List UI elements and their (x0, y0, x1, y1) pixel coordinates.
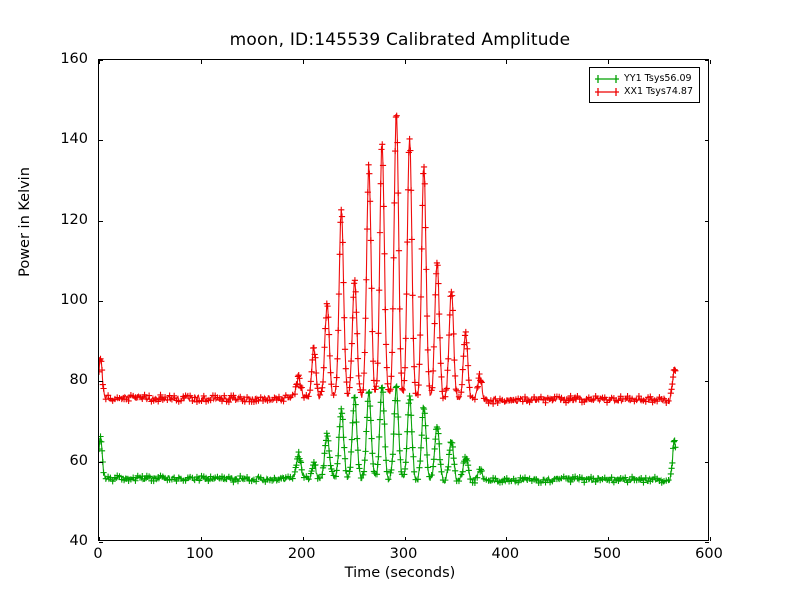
y-tick-120 (704, 220, 709, 222)
x-tick-label-0: 0 (93, 546, 103, 562)
x-tick-200 (302, 536, 304, 541)
x-tick-400 (506, 536, 508, 541)
y-tick-label-160: 160 (60, 51, 88, 67)
y-tick-label-40: 40 (69, 533, 88, 549)
y-tick-label-80: 80 (69, 372, 88, 389)
y-tick-label-60: 60 (69, 452, 88, 469)
trace-xx1 (99, 112, 679, 407)
x-tick-300 (404, 536, 406, 541)
y-tick-80 (98, 381, 103, 383)
x-tick-300 (404, 59, 406, 64)
x-tick-100 (200, 59, 202, 64)
legend-item-yy1[interactable]: YY1 Tsys56.09 (594, 72, 693, 85)
legend-label-xx1: XX1 Tsys74.87 (623, 85, 693, 97)
x-axis-title: Time (seconds) (344, 565, 456, 581)
y-tick-40 (98, 542, 103, 543)
x-tick-label-100: 100 (185, 546, 214, 562)
x-tick-0 (99, 59, 100, 64)
y-tick-label-120: 120 (60, 211, 88, 228)
y-tick-label-140: 140 (60, 131, 88, 148)
x-tick-200 (302, 59, 304, 64)
legend-label-yy1: YY1 Tsys56.09 (623, 72, 692, 84)
x-tick-100 (200, 536, 202, 541)
legend-item-xx1[interactable]: XX1 Tsys74.87 (594, 85, 693, 98)
y-tick-60 (98, 461, 103, 463)
y-tick-140 (704, 140, 709, 142)
y-tick-120 (98, 220, 103, 222)
x-tick-600 (710, 59, 711, 64)
trace-yy1 (99, 383, 679, 487)
x-tick-400 (506, 59, 508, 64)
x-tick-0 (99, 536, 100, 541)
y-tick-140 (98, 140, 103, 142)
legend-swatch-xx1 (594, 87, 619, 96)
x-tick-600 (710, 536, 711, 541)
y-tick-160 (704, 60, 709, 61)
legend-swatch-yy1 (594, 74, 619, 83)
x-tick-label-200: 200 (287, 546, 316, 562)
y-tick-80 (704, 381, 709, 383)
x-tick-label-500: 500 (593, 546, 621, 562)
x-tick-500 (608, 536, 610, 541)
data-traces (99, 112, 679, 487)
x-tick-label-300: 300 (389, 546, 418, 562)
y-tick-label-100: 100 (60, 292, 88, 308)
chart-legend[interactable]: YY1 Tsys56.09 XX1 Tsys74.87 (588, 67, 700, 103)
plot-area: YY1 Tsys56.09 XX1 Tsys74.87 (98, 59, 711, 543)
x-tick-label-400: 400 (491, 546, 520, 562)
y-tick-40 (704, 542, 709, 543)
y-tick-100 (98, 301, 103, 302)
chart-title: moon, ID:145539 Calibrated Amplitude (229, 30, 571, 50)
y-tick-60 (704, 461, 709, 463)
y-tick-160 (98, 60, 103, 61)
y-tick-100 (704, 301, 709, 302)
x-tick-label-600: 600 (695, 546, 723, 562)
x-tick-500 (608, 59, 610, 64)
